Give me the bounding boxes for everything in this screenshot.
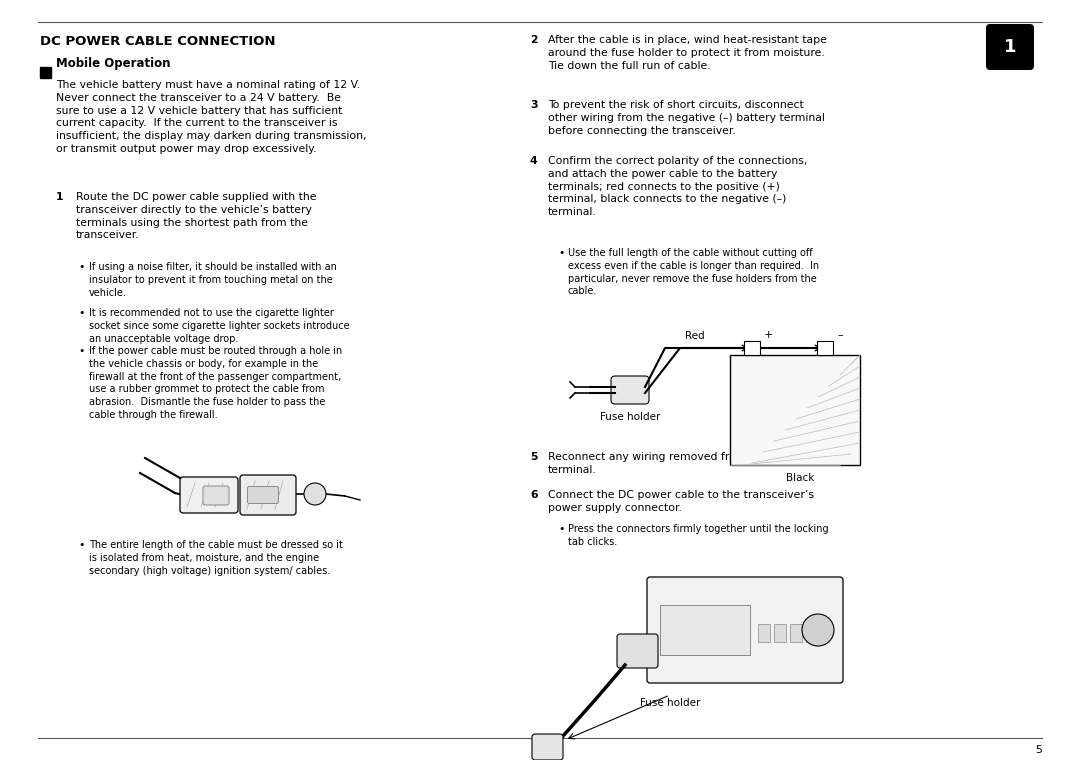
Text: To prevent the risk of short circuits, disconnect
other wiring from the negative: To prevent the risk of short circuits, d… xyxy=(548,100,825,135)
Text: If the power cable must be routed through a hole in
the vehicle chassis or body,: If the power cable must be routed throug… xyxy=(89,346,342,420)
FancyBboxPatch shape xyxy=(247,486,279,504)
Text: Fuse holder: Fuse holder xyxy=(639,698,700,708)
Text: It is recommended not to use the cigarette lighter
socket since some cigarette l: It is recommended not to use the cigaret… xyxy=(89,308,350,344)
Text: The vehicle battery must have a nominal rating of 12 V.
Never connect the transc: The vehicle battery must have a nominal … xyxy=(56,80,366,154)
Text: Mobile Operation: Mobile Operation xyxy=(56,57,171,70)
Text: 2: 2 xyxy=(530,35,538,45)
Text: 1: 1 xyxy=(1003,38,1016,56)
Text: Use the full length of the cable without cutting off
excess even if the cable is: Use the full length of the cable without… xyxy=(568,248,819,296)
Bar xyxy=(730,355,860,465)
Text: If using a noise filter, it should be installed with an
insulator to prevent it : If using a noise filter, it should be in… xyxy=(89,262,337,298)
Text: 6: 6 xyxy=(530,490,538,500)
Bar xyxy=(40,67,51,78)
Bar xyxy=(774,624,786,642)
Bar xyxy=(816,341,833,355)
Text: Fuse holder: Fuse holder xyxy=(599,412,660,422)
Text: 5: 5 xyxy=(530,452,538,462)
FancyBboxPatch shape xyxy=(240,475,296,515)
Text: Confirm the correct polarity of the connections,
and attach the power cable to t: Confirm the correct polarity of the conn… xyxy=(548,156,808,217)
Bar xyxy=(758,624,770,642)
FancyBboxPatch shape xyxy=(532,734,563,760)
Text: DC POWER CABLE CONNECTION: DC POWER CABLE CONNECTION xyxy=(40,35,275,48)
FancyBboxPatch shape xyxy=(203,486,229,505)
Text: •: • xyxy=(558,248,565,258)
Text: +: + xyxy=(764,330,773,340)
FancyBboxPatch shape xyxy=(180,477,238,513)
Text: •: • xyxy=(78,540,84,550)
Circle shape xyxy=(802,614,834,646)
Ellipse shape xyxy=(303,483,326,505)
FancyBboxPatch shape xyxy=(647,577,843,683)
Text: 4: 4 xyxy=(530,156,538,166)
Bar xyxy=(806,624,818,642)
Text: After the cable is in place, wind heat-resistant tape
around the fuse holder to : After the cable is in place, wind heat-r… xyxy=(548,35,827,71)
Text: The entire length of the cable must be dressed so it
is isolated from heat, mois: The entire length of the cable must be d… xyxy=(89,540,342,575)
Bar xyxy=(744,341,760,355)
FancyBboxPatch shape xyxy=(611,376,649,404)
FancyBboxPatch shape xyxy=(986,24,1034,70)
Text: •: • xyxy=(78,262,84,272)
Text: Route the DC power cable supplied with the
transceiver directly to the vehicle’s: Route the DC power cable supplied with t… xyxy=(76,192,316,240)
Text: 1: 1 xyxy=(56,192,64,202)
FancyBboxPatch shape xyxy=(617,634,658,668)
Text: –: – xyxy=(837,330,842,340)
Bar xyxy=(660,605,750,655)
Text: Red: Red xyxy=(685,331,704,341)
Text: 3: 3 xyxy=(530,100,538,110)
Text: Press the connectors firmly together until the locking
tab clicks.: Press the connectors firmly together unt… xyxy=(568,524,828,546)
Text: Black: Black xyxy=(786,473,814,483)
Text: •: • xyxy=(78,308,84,318)
Bar xyxy=(789,624,802,642)
Text: Reconnect any wiring removed from the negative
terminal.: Reconnect any wiring removed from the ne… xyxy=(548,452,819,475)
Text: Connect the DC power cable to the transceiver’s
power supply connector.: Connect the DC power cable to the transc… xyxy=(548,490,814,513)
Text: •: • xyxy=(78,346,84,356)
Text: 5: 5 xyxy=(1035,745,1042,755)
Text: •: • xyxy=(558,524,565,534)
